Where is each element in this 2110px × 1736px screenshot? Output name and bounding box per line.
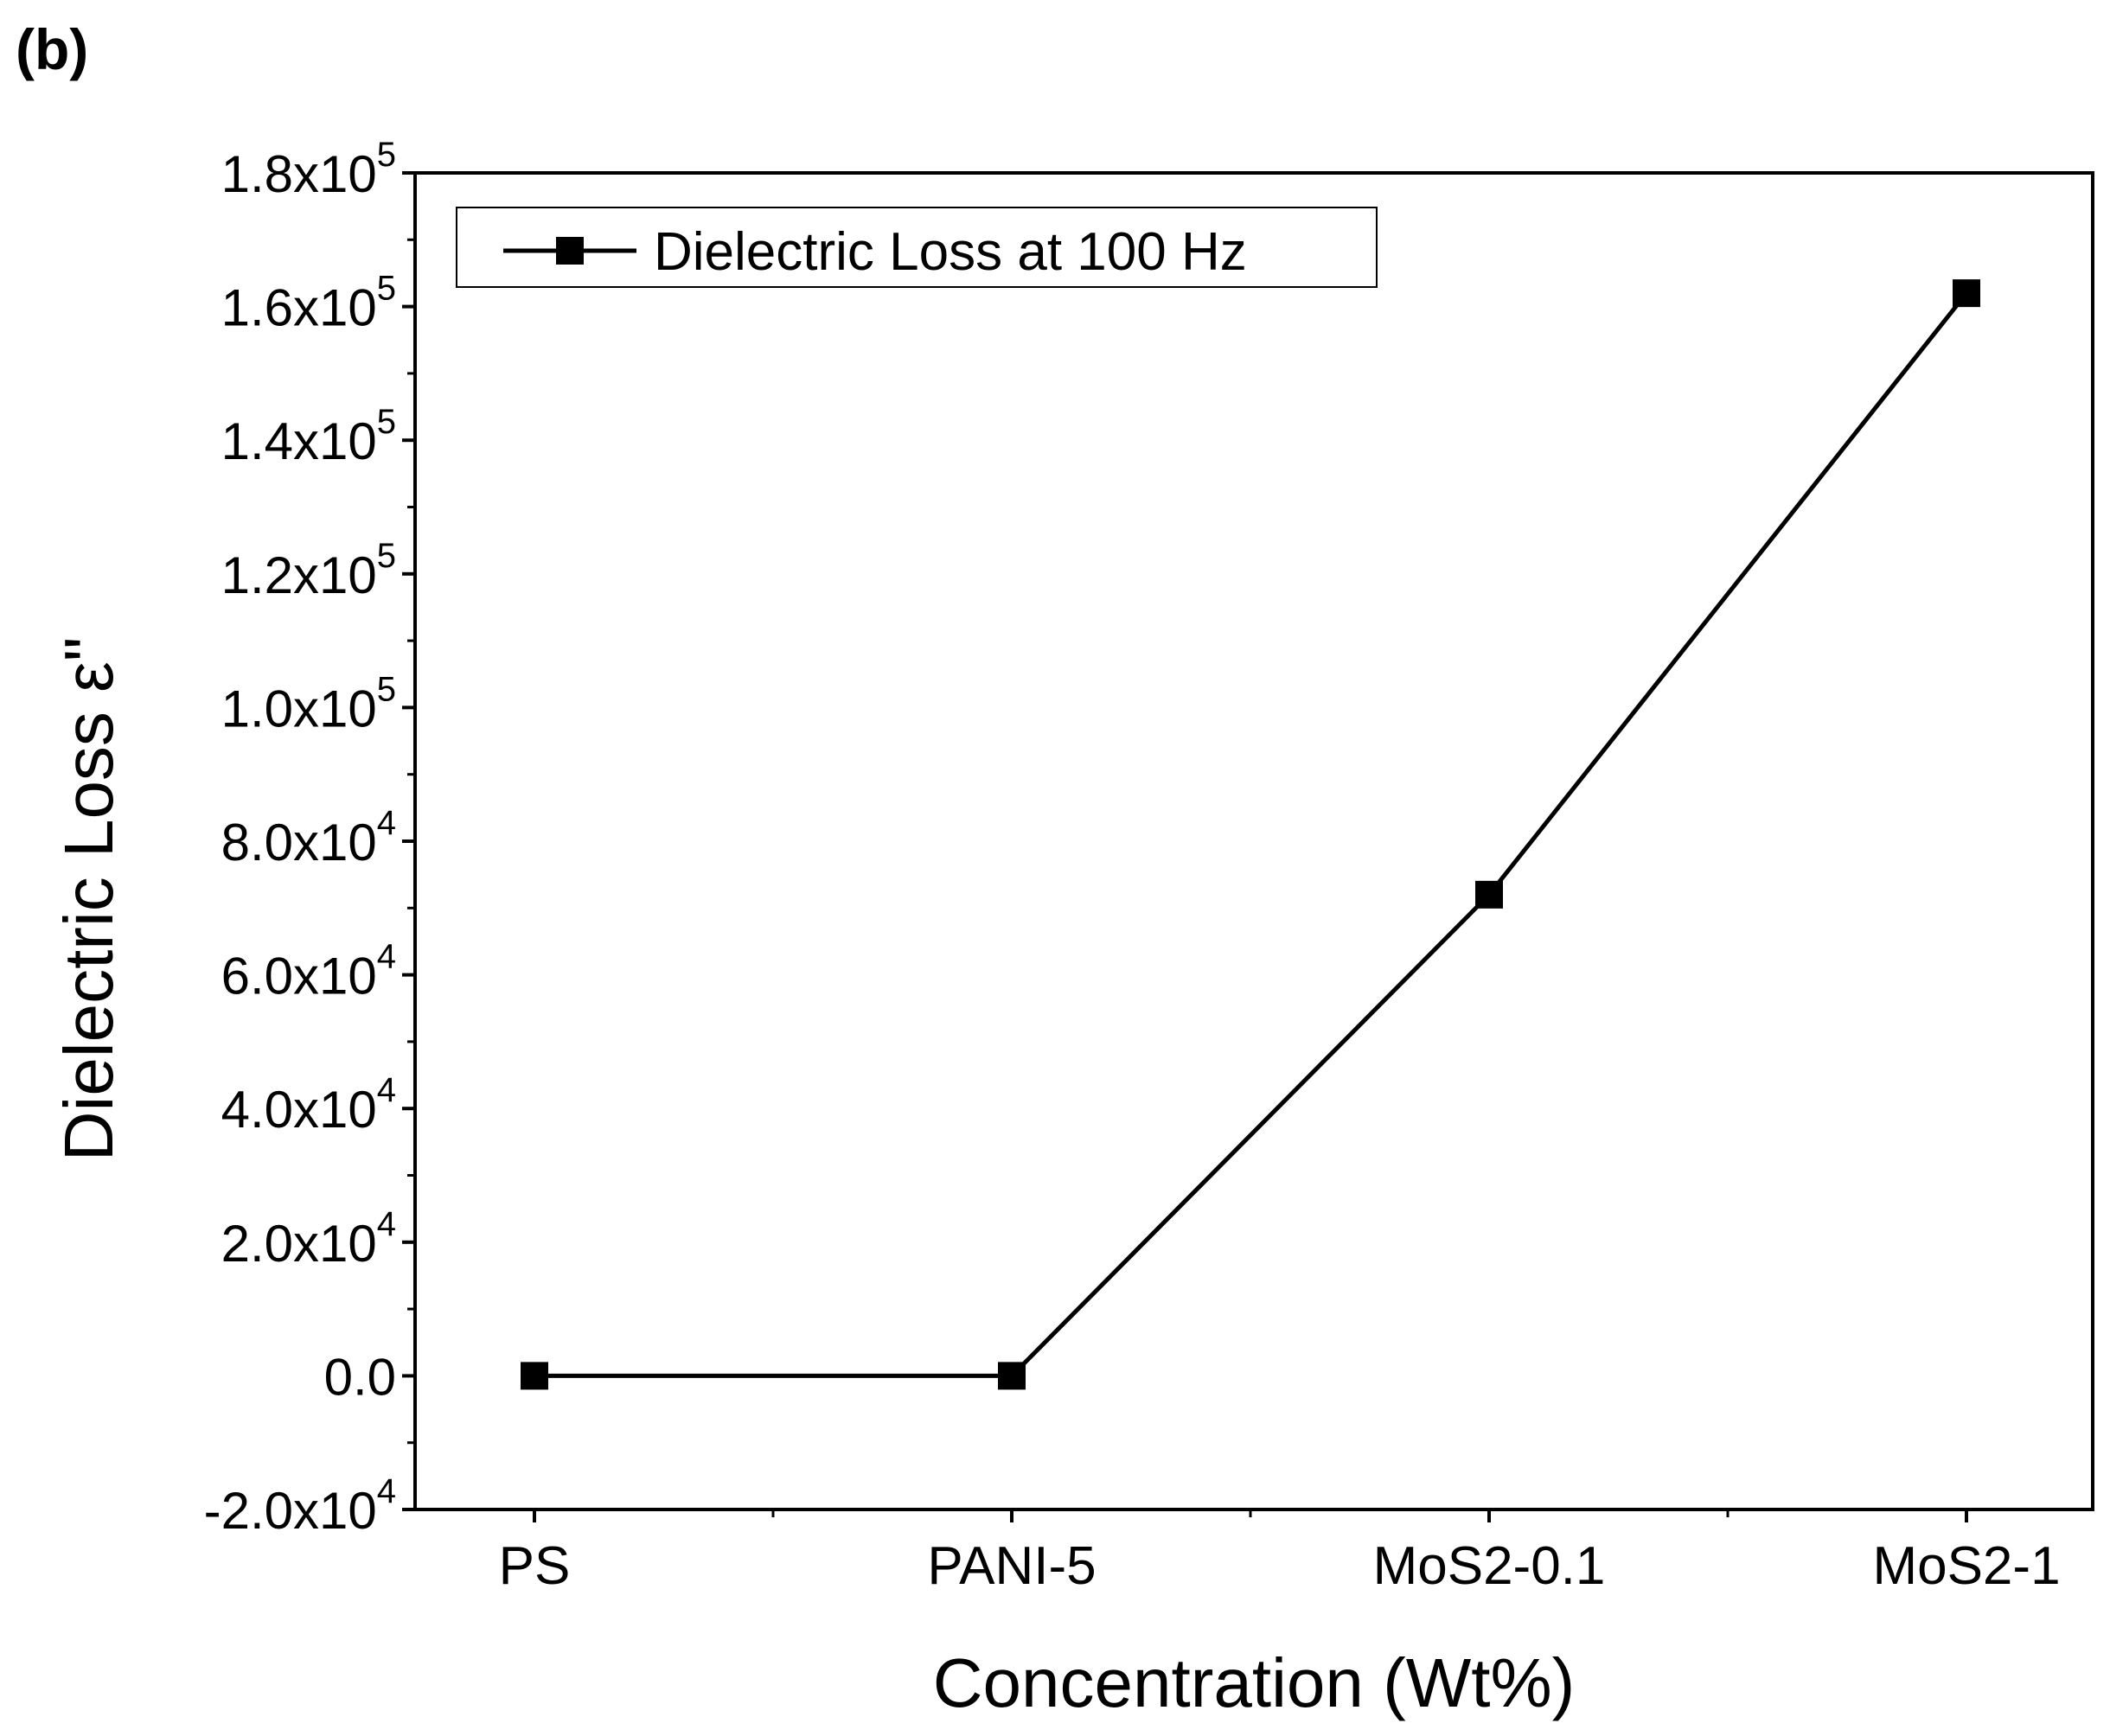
y-tick-mantissa: 4.0x10 [221,1081,377,1139]
y-tick-exponent: 5 [377,403,396,441]
x-tick-label: MoS2-1 [1872,1536,2060,1596]
panel-label: (b) [16,17,88,81]
legend-box [456,207,1378,288]
y-tick-exponent: 4 [377,1071,396,1109]
y-tick-mantissa: 1.4x10 [221,412,377,470]
y-tick-label: 6.0x104 [221,938,396,1005]
y-tick-label: 1.4x105 [221,403,396,470]
y-tick-exponent: 4 [377,804,396,842]
y-tick-exponent: 4 [377,1205,396,1243]
y-tick-mantissa: 6.0x10 [221,948,377,1005]
x-axis-title: Concentration (Wt%) [933,1644,1575,1721]
data-point [521,1362,548,1390]
data-point [998,1362,1026,1390]
y-tick-label: 8.0x104 [221,804,396,871]
y-tick-mantissa: 1.6x10 [221,279,377,337]
y-tick-label: 4.0x104 [221,1071,396,1139]
legend-label: Dielectric Loss at 100 Hz [654,222,1247,282]
y-tick-mantissa: 8.0x10 [221,814,377,871]
x-axis: PS PANI-5 MoS2-0.1 MoS2-1 [499,1509,2061,1596]
y-tick-label: 1.8x105 [221,136,396,203]
y-tick-exponent: 5 [377,670,396,708]
y-axis: -2.0x1040.02.0x1044.0x1046.0x1048.0x1041… [204,136,415,1540]
data-point [1475,880,1503,909]
y-tick-label: 0.0 [324,1348,396,1406]
y-tick-label: 1.2x105 [221,537,396,604]
y-tick-label: 1.0x105 [221,670,396,737]
x-tick-label: MoS2-0.1 [1373,1536,1606,1596]
y-tick-mantissa: 1.0x10 [221,680,377,737]
y-tick-label: 2.0x104 [221,1205,396,1273]
legend-marker [556,237,584,265]
y-tick-mantissa: 2.0x10 [221,1215,377,1273]
y-tick-exponent: 4 [377,938,396,976]
y-tick-mantissa: 1.8x10 [221,145,377,203]
legend: Dielectric Loss at 100 Hz [456,207,1378,288]
x-tick-label: PS [499,1536,571,1596]
plot-frame [413,171,2094,1511]
y-tick-exponent: 5 [377,136,396,174]
x-tick-label: PANI-5 [927,1536,1096,1596]
y-tick-exponent: 4 [377,1472,396,1510]
data-point [1953,279,1980,308]
y-tick-mantissa: -2.0x10 [204,1482,377,1540]
y-tick-exponent: 5 [377,270,396,308]
series-layer [521,279,1980,1390]
y-axis-title: Dielectric Loss ε" [50,637,127,1161]
y-tick-label: -2.0x104 [204,1472,396,1540]
y-tick-mantissa: 1.2x10 [221,546,377,604]
y-tick-exponent: 5 [377,537,396,575]
y-tick-label: 1.6x105 [221,270,396,337]
series-line [534,291,1968,1378]
